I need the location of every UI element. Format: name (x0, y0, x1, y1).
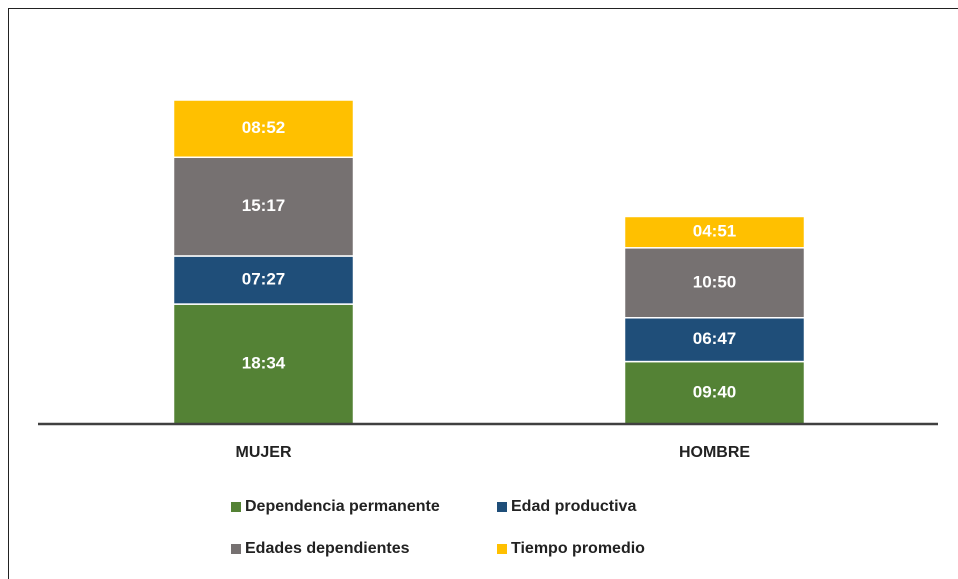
legend-swatch (497, 544, 507, 554)
bar-segment (623, 247, 806, 319)
data-label: 08:52 (242, 118, 285, 137)
legend-swatch (231, 544, 241, 554)
data-label: 07:27 (242, 270, 285, 289)
legend-label: Edad productiva (511, 498, 636, 515)
x-tick-label: MUJER (235, 444, 291, 461)
bar-segment (623, 215, 806, 249)
bar-segment (172, 303, 355, 425)
chart-frame (8, 8, 958, 579)
legend-swatch (231, 502, 241, 512)
data-label: 04:51 (693, 222, 736, 241)
bar-segment (623, 317, 806, 363)
legend-label: Edades dependientes (245, 540, 410, 557)
bar-segment (172, 255, 355, 305)
data-label: 09:40 (693, 382, 736, 401)
data-label: 15:17 (242, 196, 285, 215)
legend-label: Tiempo promedio (511, 540, 645, 557)
data-label: 06:47 (693, 329, 736, 348)
x-tick-label: HOMBRE (679, 444, 750, 461)
legend-label: Dependencia permanente (245, 498, 440, 515)
data-label: 18:34 (242, 354, 286, 373)
bar-segment (172, 99, 355, 159)
data-label: 10:50 (693, 272, 736, 291)
legend-swatch (497, 502, 507, 512)
